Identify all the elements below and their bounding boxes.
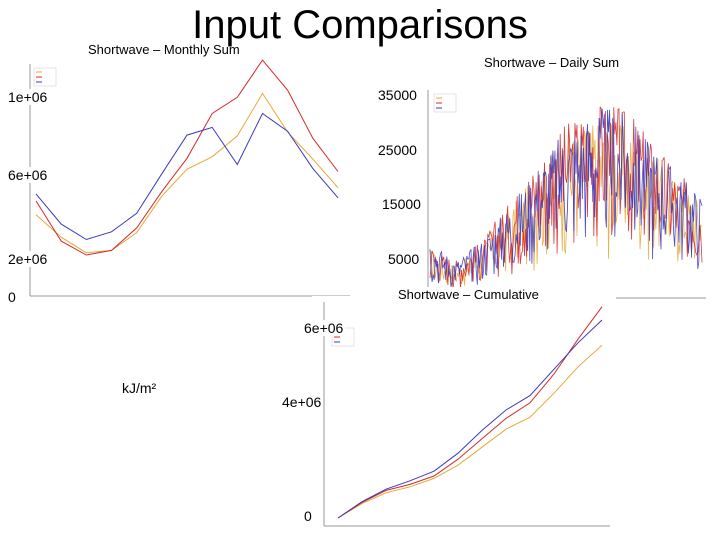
daily-sum-chart <box>400 70 712 306</box>
monthly-ytick-3: 0 <box>6 289 18 305</box>
slide-title: Input Comparisons <box>192 3 528 47</box>
monthly-sum-chart <box>18 58 358 318</box>
monthly-chart-title: Shortwave – Monthly Sum <box>88 42 240 57</box>
monthly-ytick-1: 6e+06 <box>6 167 50 183</box>
cumulative-ytick-2: 0 <box>302 508 314 524</box>
daily-series-2 <box>429 108 703 287</box>
daily-ytick-0: 35000 <box>376 87 419 103</box>
daily-chart-title: Shortwave – Daily Sum <box>484 55 620 70</box>
cumulative-series-0 <box>337 344 603 519</box>
monthly-series-2 <box>35 112 339 241</box>
monthly-ytick-0: 1e+06 <box>6 89 50 105</box>
monthly-series-0 <box>35 92 339 254</box>
monthly-ytick-2: 2e+06 <box>6 251 50 267</box>
cumulative-series-1 <box>337 306 603 519</box>
daily-ytick-1: 25000 <box>376 142 419 158</box>
monthly-series-1 <box>35 59 339 256</box>
unit-label: kJ/m² <box>122 380 157 396</box>
cumulative-chart <box>312 296 616 536</box>
daily-ytick-3: 5000 <box>386 251 422 267</box>
daily-series-1 <box>429 106 703 290</box>
cumulative-ytick-0: 6e+06 <box>302 320 346 336</box>
cumulative-ytick-1: 4e+06 <box>280 394 324 410</box>
daily-ytick-2: 15000 <box>380 196 423 212</box>
cumulative-series-2 <box>337 319 603 519</box>
cumulative-chart-title: Shortwave – Cumulative <box>396 287 541 302</box>
